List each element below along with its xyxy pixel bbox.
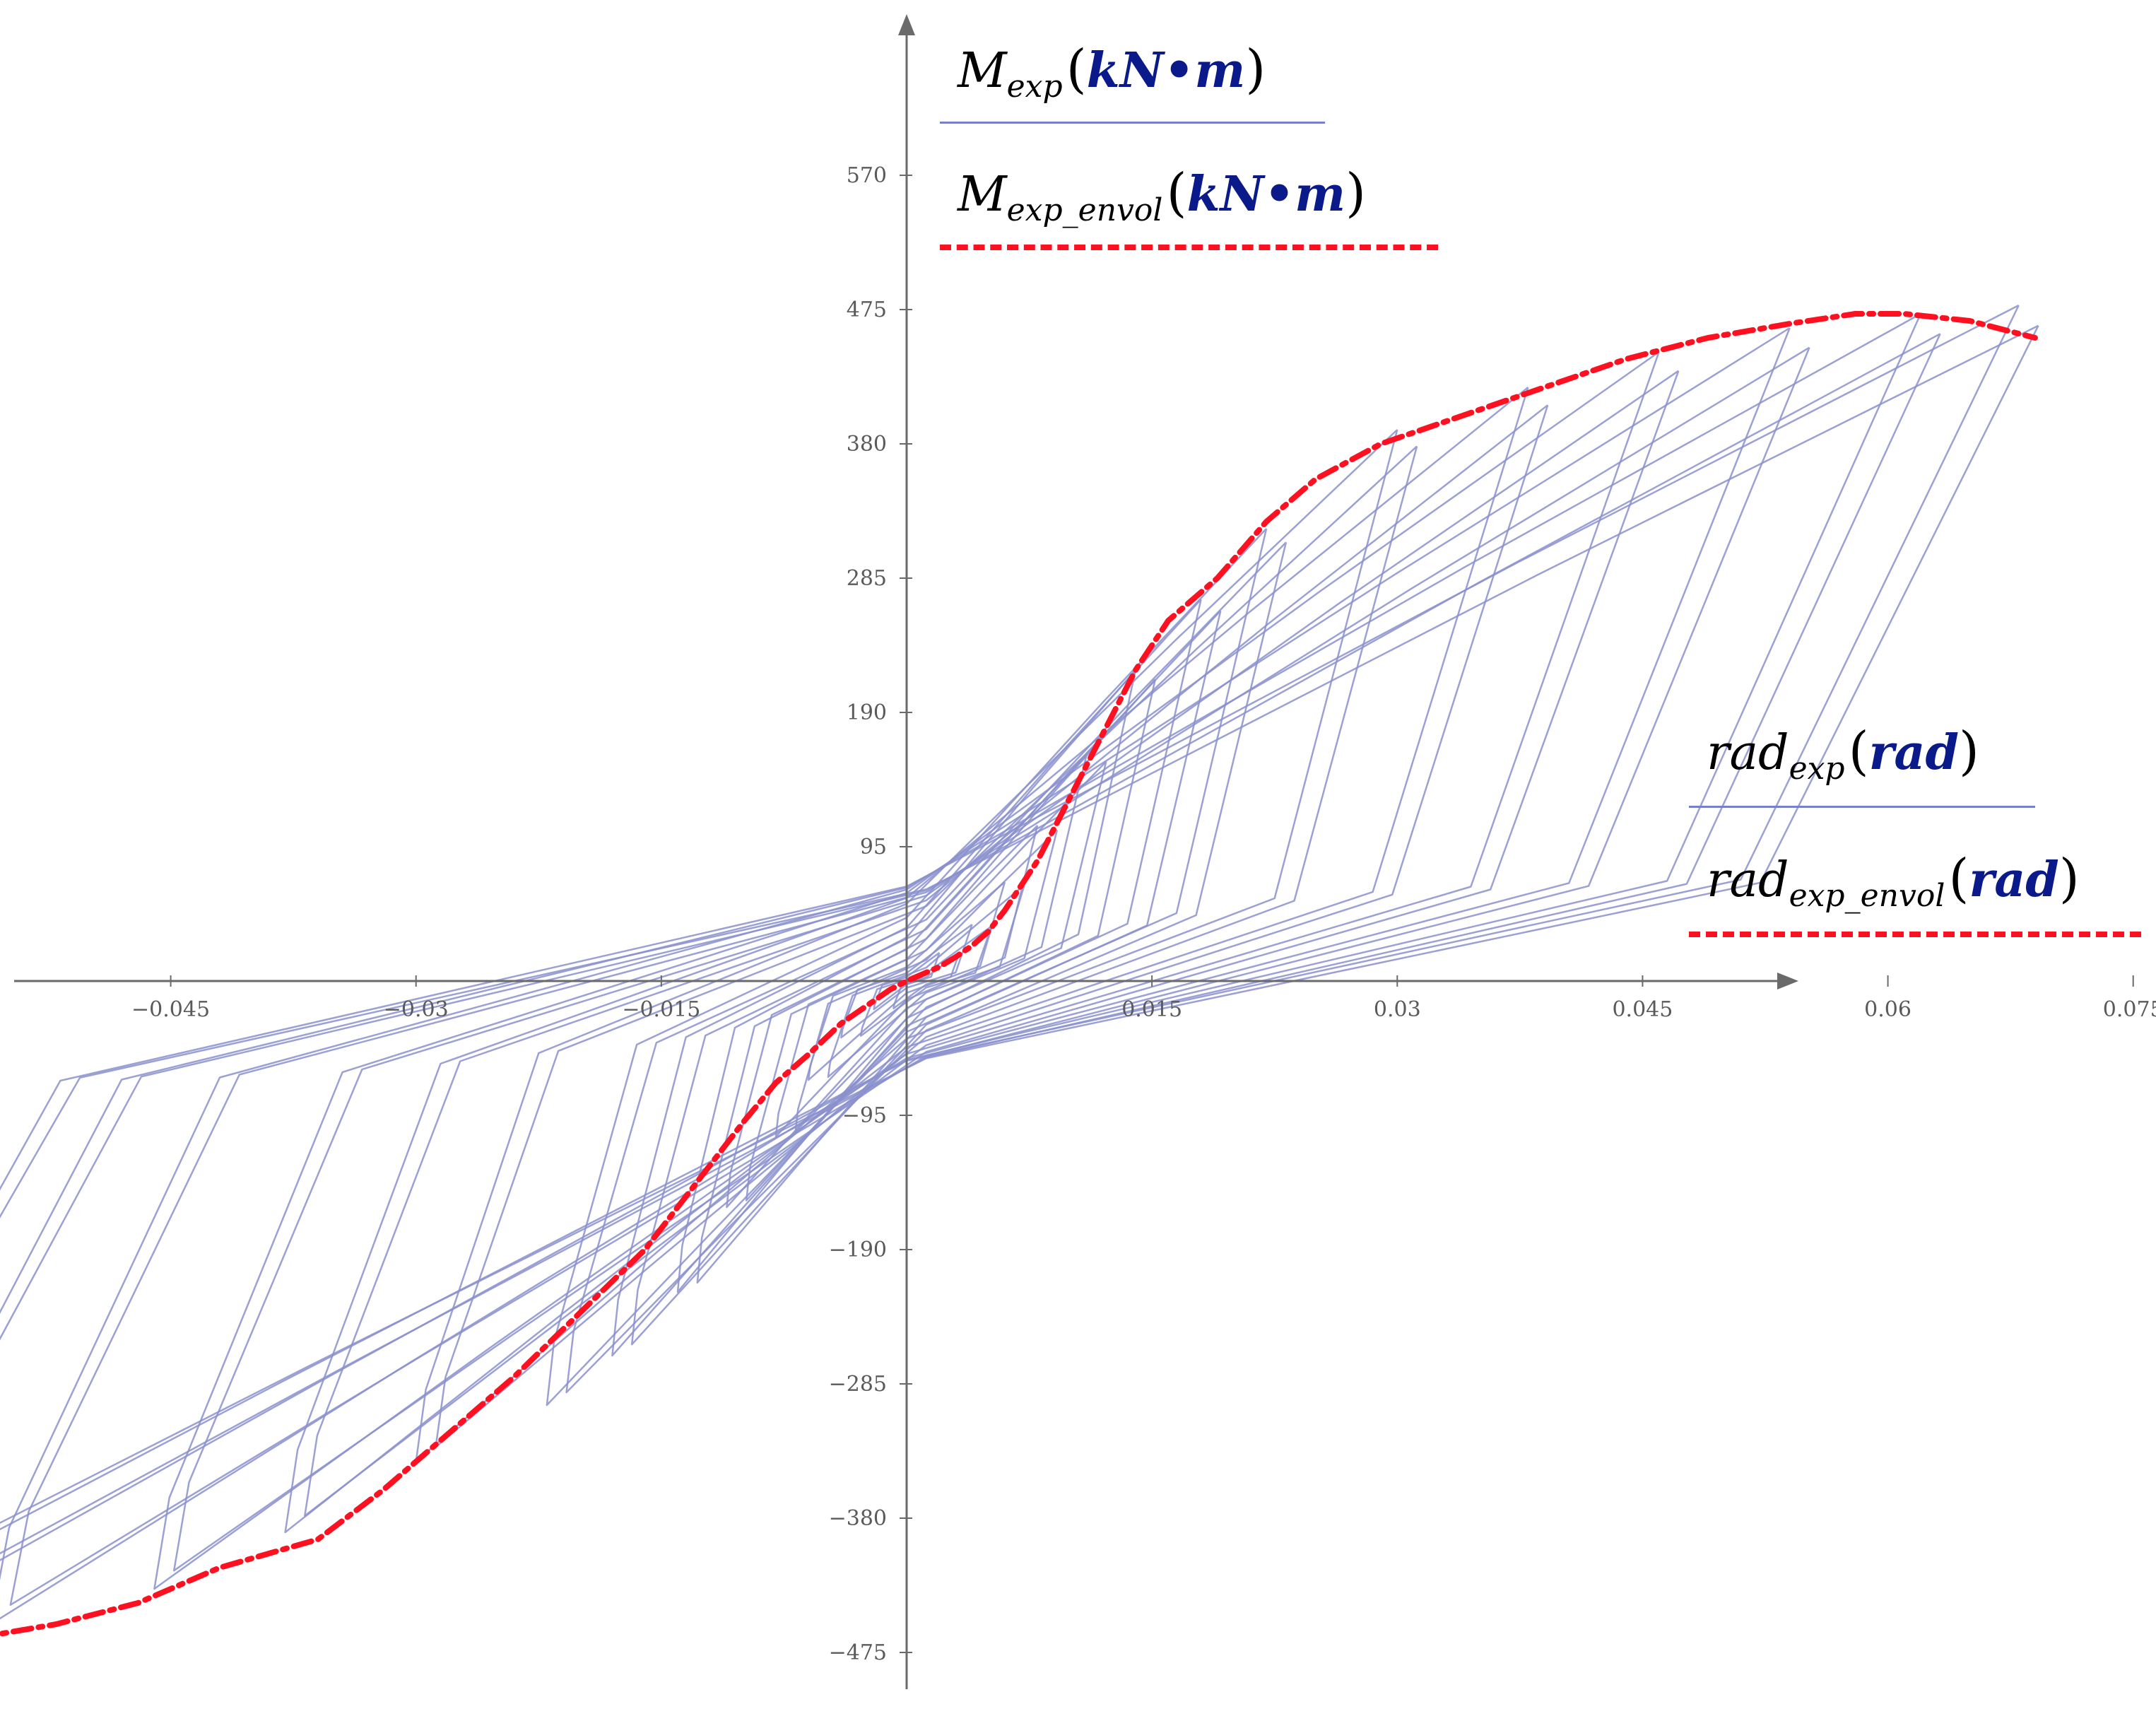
hysteresis-cycle [0, 304, 2020, 1531]
x-ticks: −0.075−0.06−0.045−0.03−0.0150.0150.030.0… [131, 975, 2156, 1022]
y-axis-arrow [898, 14, 915, 35]
envelope-curve [0, 311, 2038, 1637]
hysteresis-cycle [0, 324, 2039, 1525]
hysteresis-cycle [153, 351, 1660, 1590]
hysteresis-cycle [676, 669, 1137, 1293]
hysteresis-cycle [0, 327, 1791, 1620]
legend-x-entry-2-line [1689, 932, 2141, 937]
envelope-layer [0, 311, 2038, 1637]
y-tick-label: 475 [847, 298, 887, 322]
x-tick-label: −0.015 [622, 997, 700, 1022]
legend-x-entry-1-line [1689, 806, 2035, 808]
x-tick-label: 0.015 [1121, 997, 1182, 1022]
y-tick-label: 190 [847, 700, 887, 725]
hysteresis-cycle [774, 825, 1039, 1138]
hysteresis-cycle [546, 528, 1268, 1406]
hysteresis-cycle [0, 333, 1941, 1555]
hysteresis-curves [0, 304, 2039, 1620]
legend-y-entry-2: Mexp_envol (kN•m) [958, 163, 1366, 228]
y-tick-label: −475 [829, 1640, 887, 1665]
x-axis-arrow [1777, 973, 1798, 989]
y-tick-label: 95 [860, 835, 887, 859]
y-ticks: 570 475 380 285 190 95 −95 −190 −285 −380 −475 [829, 163, 912, 1665]
hysteresis-cycle [611, 599, 1202, 1357]
legend-y-entry-2-line [940, 245, 1438, 250]
x-tick-label: 0.045 [1612, 997, 1673, 1022]
x-tick-label: 0.03 [1374, 997, 1421, 1022]
axes [14, 14, 1798, 1689]
hysteresis-cycle [172, 370, 1680, 1572]
legend-x-entry-1: radexp (rad) [1707, 721, 1979, 787]
y-tick-label: 285 [847, 566, 887, 591]
legend-x-entry-2: radexp_envol (rad) [1707, 848, 2080, 914]
hysteresis-cycle [827, 884, 1025, 1079]
hysteresis-cycle [0, 312, 1922, 1561]
legend-y-entry-1: Mexp (kN•m) [958, 39, 1266, 105]
y-tick-label: 570 [847, 163, 887, 188]
x-tick-label: 0.06 [1864, 997, 1911, 1022]
hysteresis-cycle [9, 346, 1810, 1606]
y-tick-label: −190 [829, 1238, 887, 1262]
y-tick-label: −285 [829, 1372, 887, 1397]
x-tick-label: −0.03 [384, 997, 449, 1022]
legend-y-entry-1-line [940, 122, 1325, 124]
y-tick-label: −380 [829, 1506, 887, 1531]
y-tick-label: 380 [847, 432, 887, 457]
y-tick-label: −95 [842, 1103, 887, 1128]
hysteresis-cycle [565, 541, 1288, 1394]
x-tick-label: −0.045 [131, 997, 210, 1022]
x-tick-label: 0.075 [2103, 997, 2156, 1022]
